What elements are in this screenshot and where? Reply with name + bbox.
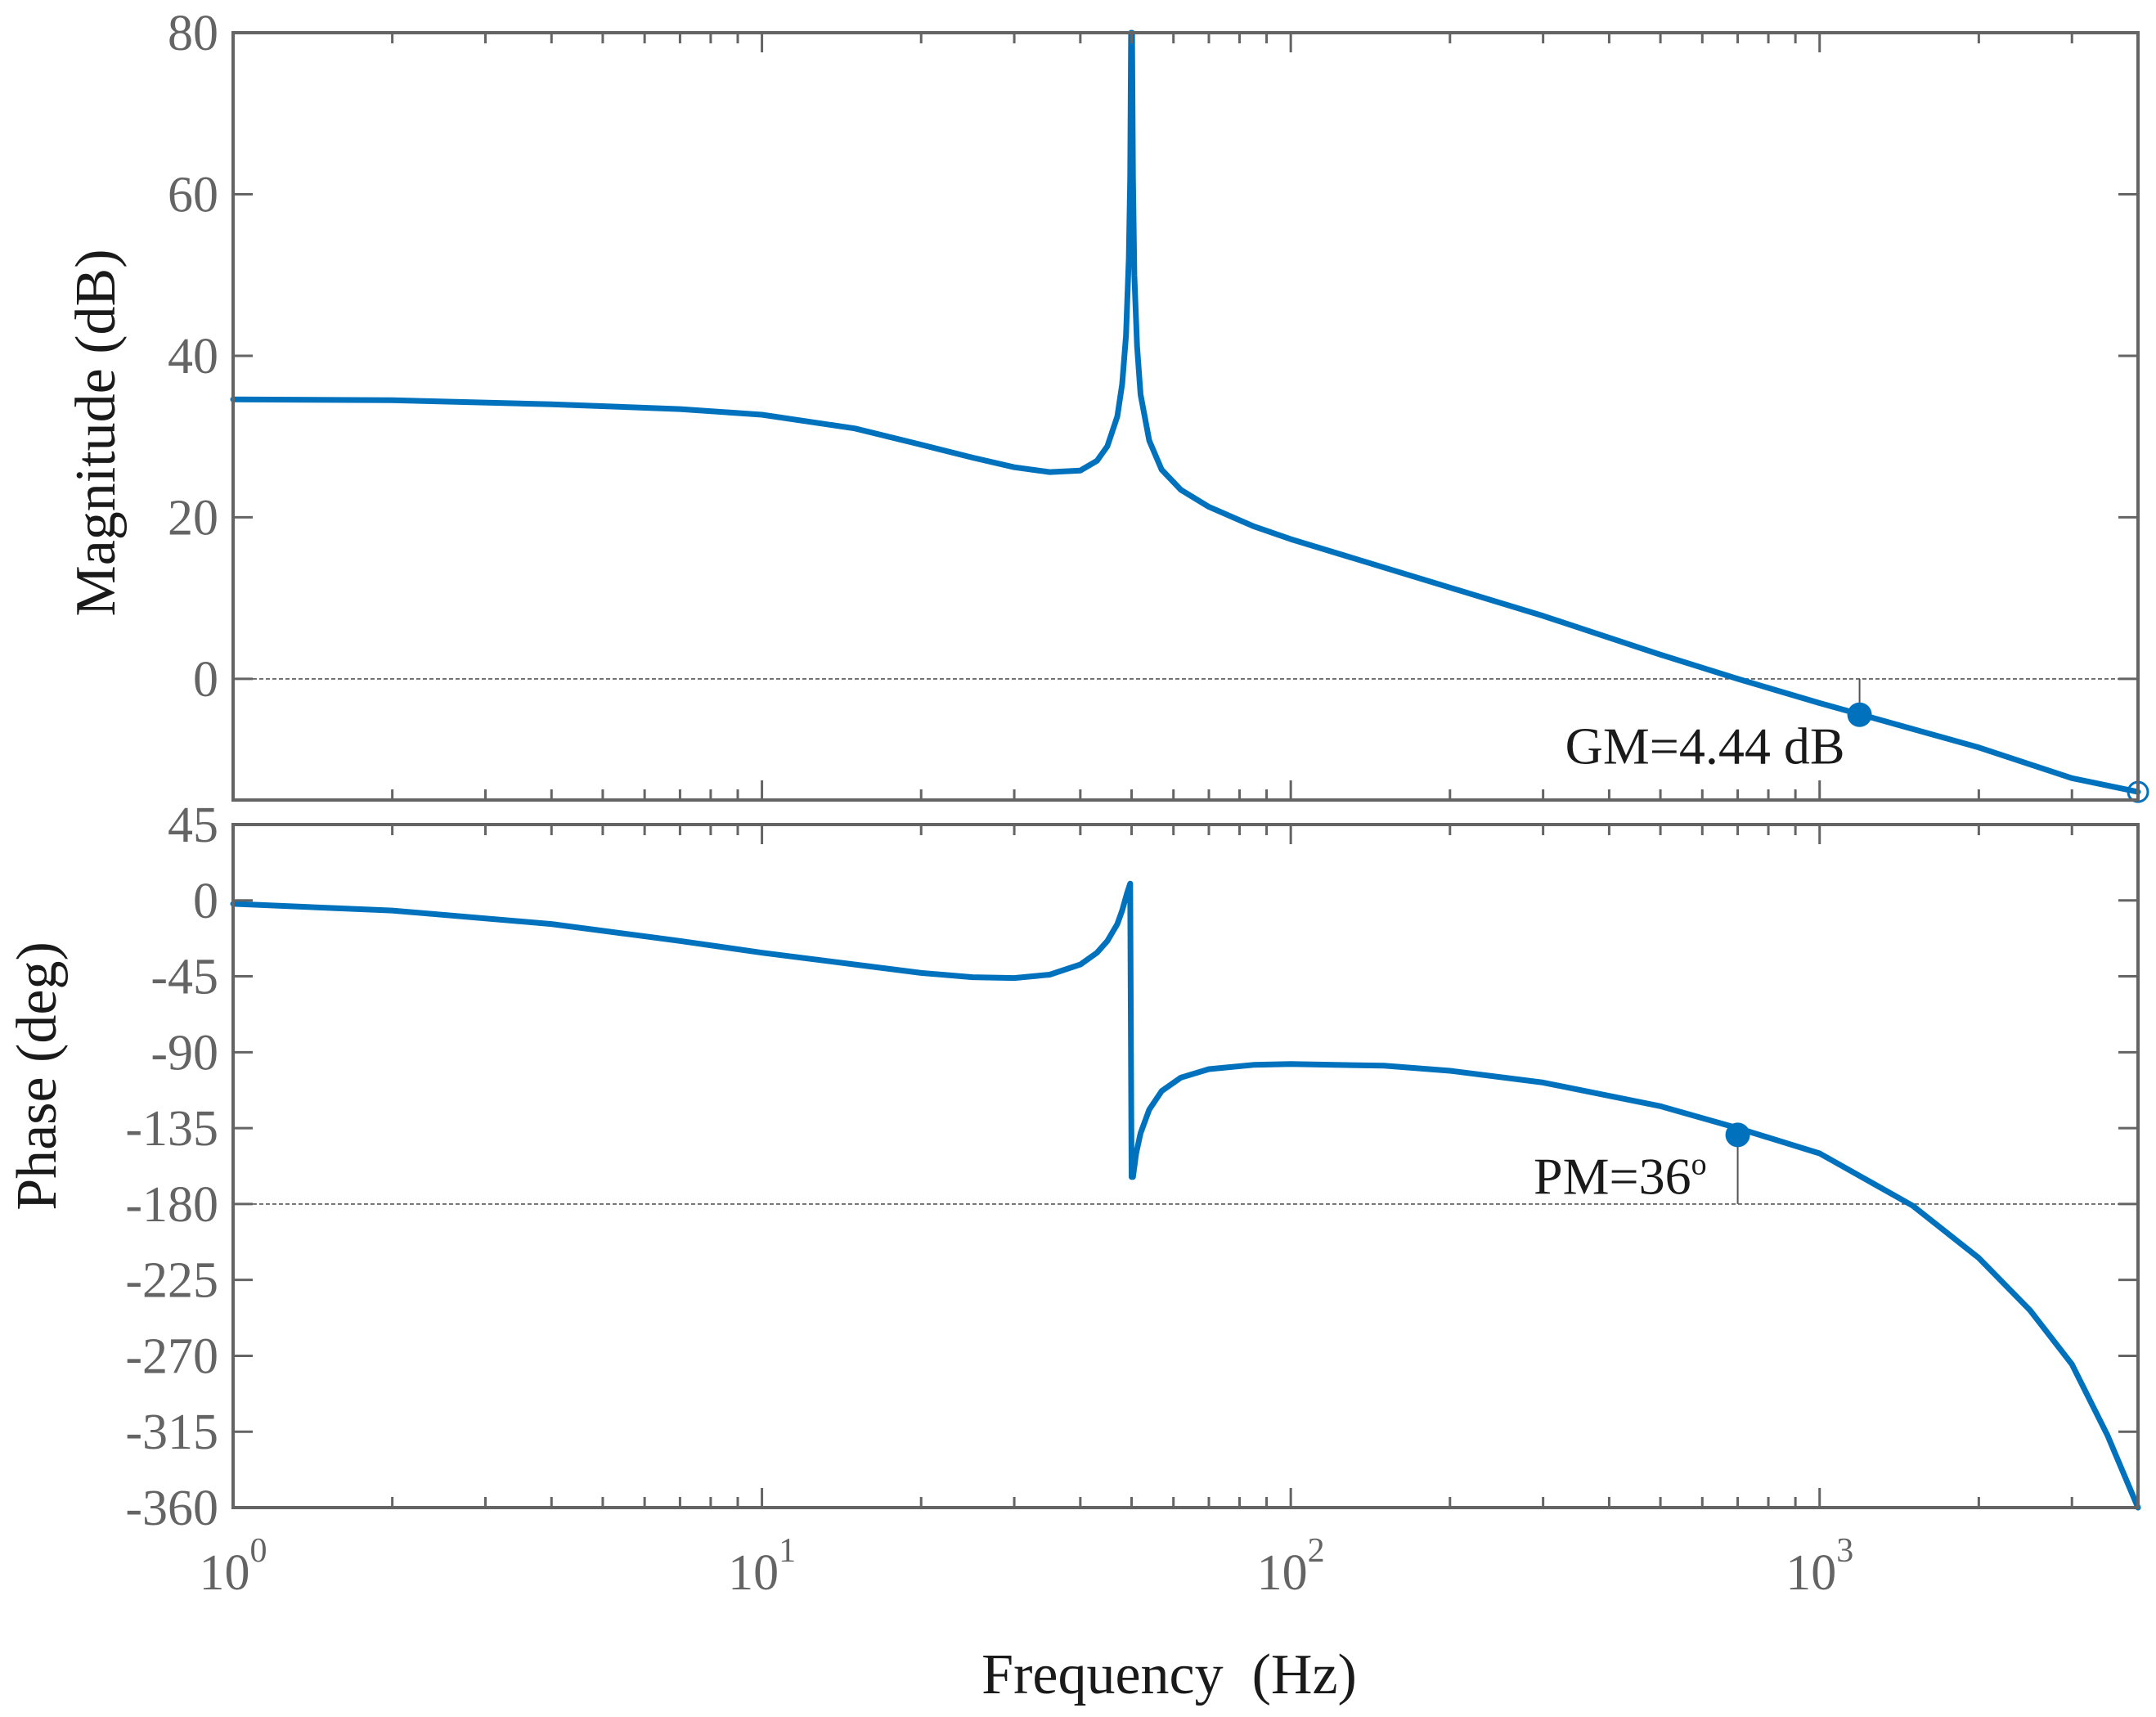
phase-margin-marker [1725,1122,1750,1148]
y-tick-label: 45 [168,798,218,853]
x-tick-labels: 100 101 102 103 [200,1532,1854,1601]
phase-panel: 45 0 -45 -90 -135 -180 -225 -270 -315 -360 PM=36o… [6,798,2141,1536]
gain-margin-marker [1847,702,1872,727]
y-tick-label: 0 [193,652,218,708]
y-tick-label: -270 [125,1328,218,1384]
magnitude-axis-title: Magnitude (dB) [65,249,128,616]
y-tick-label: 20 [168,490,218,546]
y-tick-label: 60 [168,167,218,222]
x-tick-label: 100 [200,1532,267,1601]
x-tick-label: 101 [728,1532,796,1601]
phase-series-line [230,880,2141,1511]
phase-margin-annotation: PM=36o [1534,1147,1707,1205]
y-tick-label: -135 [125,1101,218,1157]
frequency-axis-title: Frequency (Hz) [981,1643,1357,1706]
magnitude-series-line [230,29,2141,795]
x-tick-label: 103 [1785,1532,1853,1601]
y-tick-label: 80 [168,6,218,61]
degree-superscript: o [1691,1147,1707,1181]
x-tick-label: 102 [1257,1532,1325,1601]
gain-margin-annotation: GM=4.44 dB [1565,717,1845,775]
y-tick-label: -180 [125,1177,218,1233]
magnitude-ticks [231,31,2140,800]
y-tick-label: 0 [193,874,218,929]
y-tick-label: -45 [150,950,218,1005]
y-tick-label: -360 [125,1481,218,1536]
phase-ticks [231,823,2140,1509]
y-tick-label: -90 [150,1025,218,1081]
phase-margin-annotation-text: PM=36 [1534,1147,1691,1205]
phase-axis-title: Phase (deg) [6,942,69,1211]
magnitude-panel: 0 20 40 60 80 GM=4.44 dB Magnitude (dB) [65,6,2149,803]
phase-axes-frame [231,823,2140,1509]
magnitude-axes-frame [231,31,2140,802]
y-tick-label: -225 [125,1253,218,1309]
magnitude-y-tick-labels: 0 20 40 60 80 [168,6,218,708]
phase-y-tick-labels: 45 0 -45 -90 -135 -180 -225 -270 -315 -360 [125,798,218,1536]
y-tick-label: 40 [168,329,218,384]
y-tick-label: -315 [125,1405,218,1460]
